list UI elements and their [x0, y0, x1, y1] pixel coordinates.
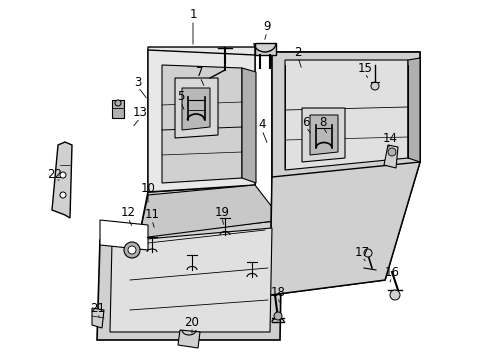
Text: 5: 5 [177, 90, 184, 104]
Polygon shape [92, 308, 104, 328]
Text: 13: 13 [132, 107, 147, 120]
Circle shape [370, 82, 378, 90]
Polygon shape [242, 68, 256, 183]
Text: 19: 19 [214, 206, 229, 219]
Circle shape [60, 172, 66, 178]
Polygon shape [309, 115, 337, 155]
Text: 8: 8 [319, 116, 326, 129]
Polygon shape [302, 108, 345, 162]
Text: 4: 4 [258, 118, 265, 131]
Polygon shape [148, 47, 254, 195]
Text: 20: 20 [184, 315, 199, 328]
Polygon shape [271, 52, 419, 180]
Text: 15: 15 [357, 62, 372, 75]
Polygon shape [125, 185, 282, 305]
Polygon shape [182, 88, 209, 130]
Polygon shape [269, 162, 419, 295]
Text: 7: 7 [196, 66, 203, 78]
Polygon shape [100, 220, 148, 250]
Text: 14: 14 [382, 131, 397, 144]
Text: 18: 18 [270, 285, 285, 298]
Polygon shape [175, 78, 218, 138]
Text: 6: 6 [302, 116, 309, 129]
Polygon shape [407, 58, 419, 162]
Text: 21: 21 [90, 302, 105, 315]
Text: 3: 3 [134, 76, 142, 89]
Text: 11: 11 [144, 208, 159, 221]
Polygon shape [148, 50, 254, 192]
Polygon shape [52, 142, 72, 218]
Polygon shape [269, 52, 419, 295]
Text: 9: 9 [263, 21, 270, 33]
Text: 22: 22 [47, 168, 62, 181]
Polygon shape [178, 330, 200, 348]
Polygon shape [383, 145, 397, 168]
Circle shape [128, 246, 136, 254]
Circle shape [60, 192, 66, 198]
Circle shape [115, 100, 121, 106]
Circle shape [273, 312, 282, 320]
Circle shape [387, 148, 395, 156]
Text: 16: 16 [384, 266, 399, 279]
Text: 1: 1 [189, 9, 196, 22]
Circle shape [389, 290, 399, 300]
Polygon shape [110, 228, 271, 332]
Polygon shape [285, 60, 407, 170]
Circle shape [124, 242, 140, 258]
Polygon shape [254, 43, 275, 55]
Polygon shape [125, 185, 254, 318]
Polygon shape [97, 220, 282, 340]
Text: 10: 10 [140, 181, 155, 194]
Text: 12: 12 [120, 207, 135, 220]
Text: 17: 17 [354, 246, 369, 258]
Polygon shape [112, 100, 124, 118]
Text: 2: 2 [294, 45, 301, 58]
Circle shape [363, 249, 371, 257]
Polygon shape [162, 65, 242, 183]
